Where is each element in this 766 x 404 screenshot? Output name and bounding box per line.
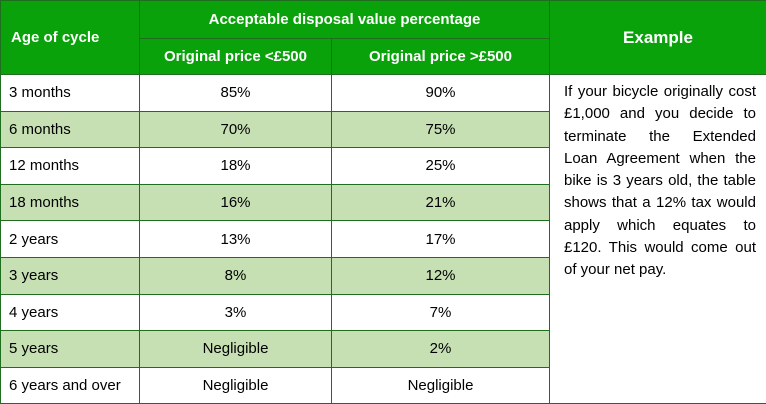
row-age: 3 years bbox=[0, 256, 140, 295]
row-under-500: Negligible bbox=[139, 366, 332, 404]
row-under-500: Negligible bbox=[139, 330, 332, 368]
table-row: 3 years 8% 12% bbox=[0, 256, 766, 295]
table-row: 18 months 16% 21% bbox=[0, 183, 766, 222]
row-over-500: 90% bbox=[331, 74, 550, 112]
header-disposal-percentage: Acceptable disposal value percentage bbox=[139, 0, 550, 39]
row-age: 6 years and over bbox=[0, 366, 140, 404]
row-over-500: 25% bbox=[331, 147, 550, 185]
row-age: 3 months bbox=[0, 74, 140, 112]
row-over-500: 21% bbox=[331, 183, 550, 222]
row-over-500: 75% bbox=[331, 110, 550, 149]
row-age: 12 months bbox=[0, 147, 140, 185]
header-price-over-500: Original price >£500 bbox=[331, 38, 550, 75]
table-row: 6 years and over Negligible Negligible bbox=[0, 366, 766, 404]
header-example: Example bbox=[549, 0, 766, 75]
table-row: 3 months 85% 90% If your bicycle origina… bbox=[0, 73, 766, 404]
row-under-500: 3% bbox=[139, 293, 332, 332]
table-row: 4 years 3% 7% bbox=[0, 293, 766, 332]
example-text: If your bicycle originally cost £1,000 a… bbox=[549, 73, 766, 404]
row-over-500: 12% bbox=[331, 256, 550, 295]
row-under-500: 8% bbox=[139, 256, 332, 295]
table-row: 2 years 13% 17% bbox=[0, 220, 766, 258]
row-age: 6 months bbox=[0, 110, 140, 149]
row-over-500: Negligible bbox=[331, 366, 550, 404]
row-age: 2 years bbox=[0, 220, 140, 258]
row-under-500: 16% bbox=[139, 183, 332, 222]
row-over-500: 17% bbox=[331, 220, 550, 258]
row-under-500: 13% bbox=[139, 220, 332, 258]
row-over-500: 2% bbox=[331, 330, 550, 368]
table-row: 12 months 18% 25% bbox=[0, 147, 766, 185]
table-row: 6 months 70% 75% bbox=[0, 110, 766, 149]
row-over-500: 7% bbox=[331, 293, 550, 332]
row-age: 18 months bbox=[0, 183, 140, 222]
header-age-of-cycle: Age of cycle bbox=[0, 0, 140, 75]
row-age: 4 years bbox=[0, 293, 140, 332]
header-price-under-500: Original price <£500 bbox=[139, 38, 332, 75]
row-under-500: 18% bbox=[139, 147, 332, 185]
row-under-500: 85% bbox=[139, 74, 332, 112]
row-under-500: 70% bbox=[139, 110, 332, 149]
row-age: 5 years bbox=[0, 330, 140, 368]
